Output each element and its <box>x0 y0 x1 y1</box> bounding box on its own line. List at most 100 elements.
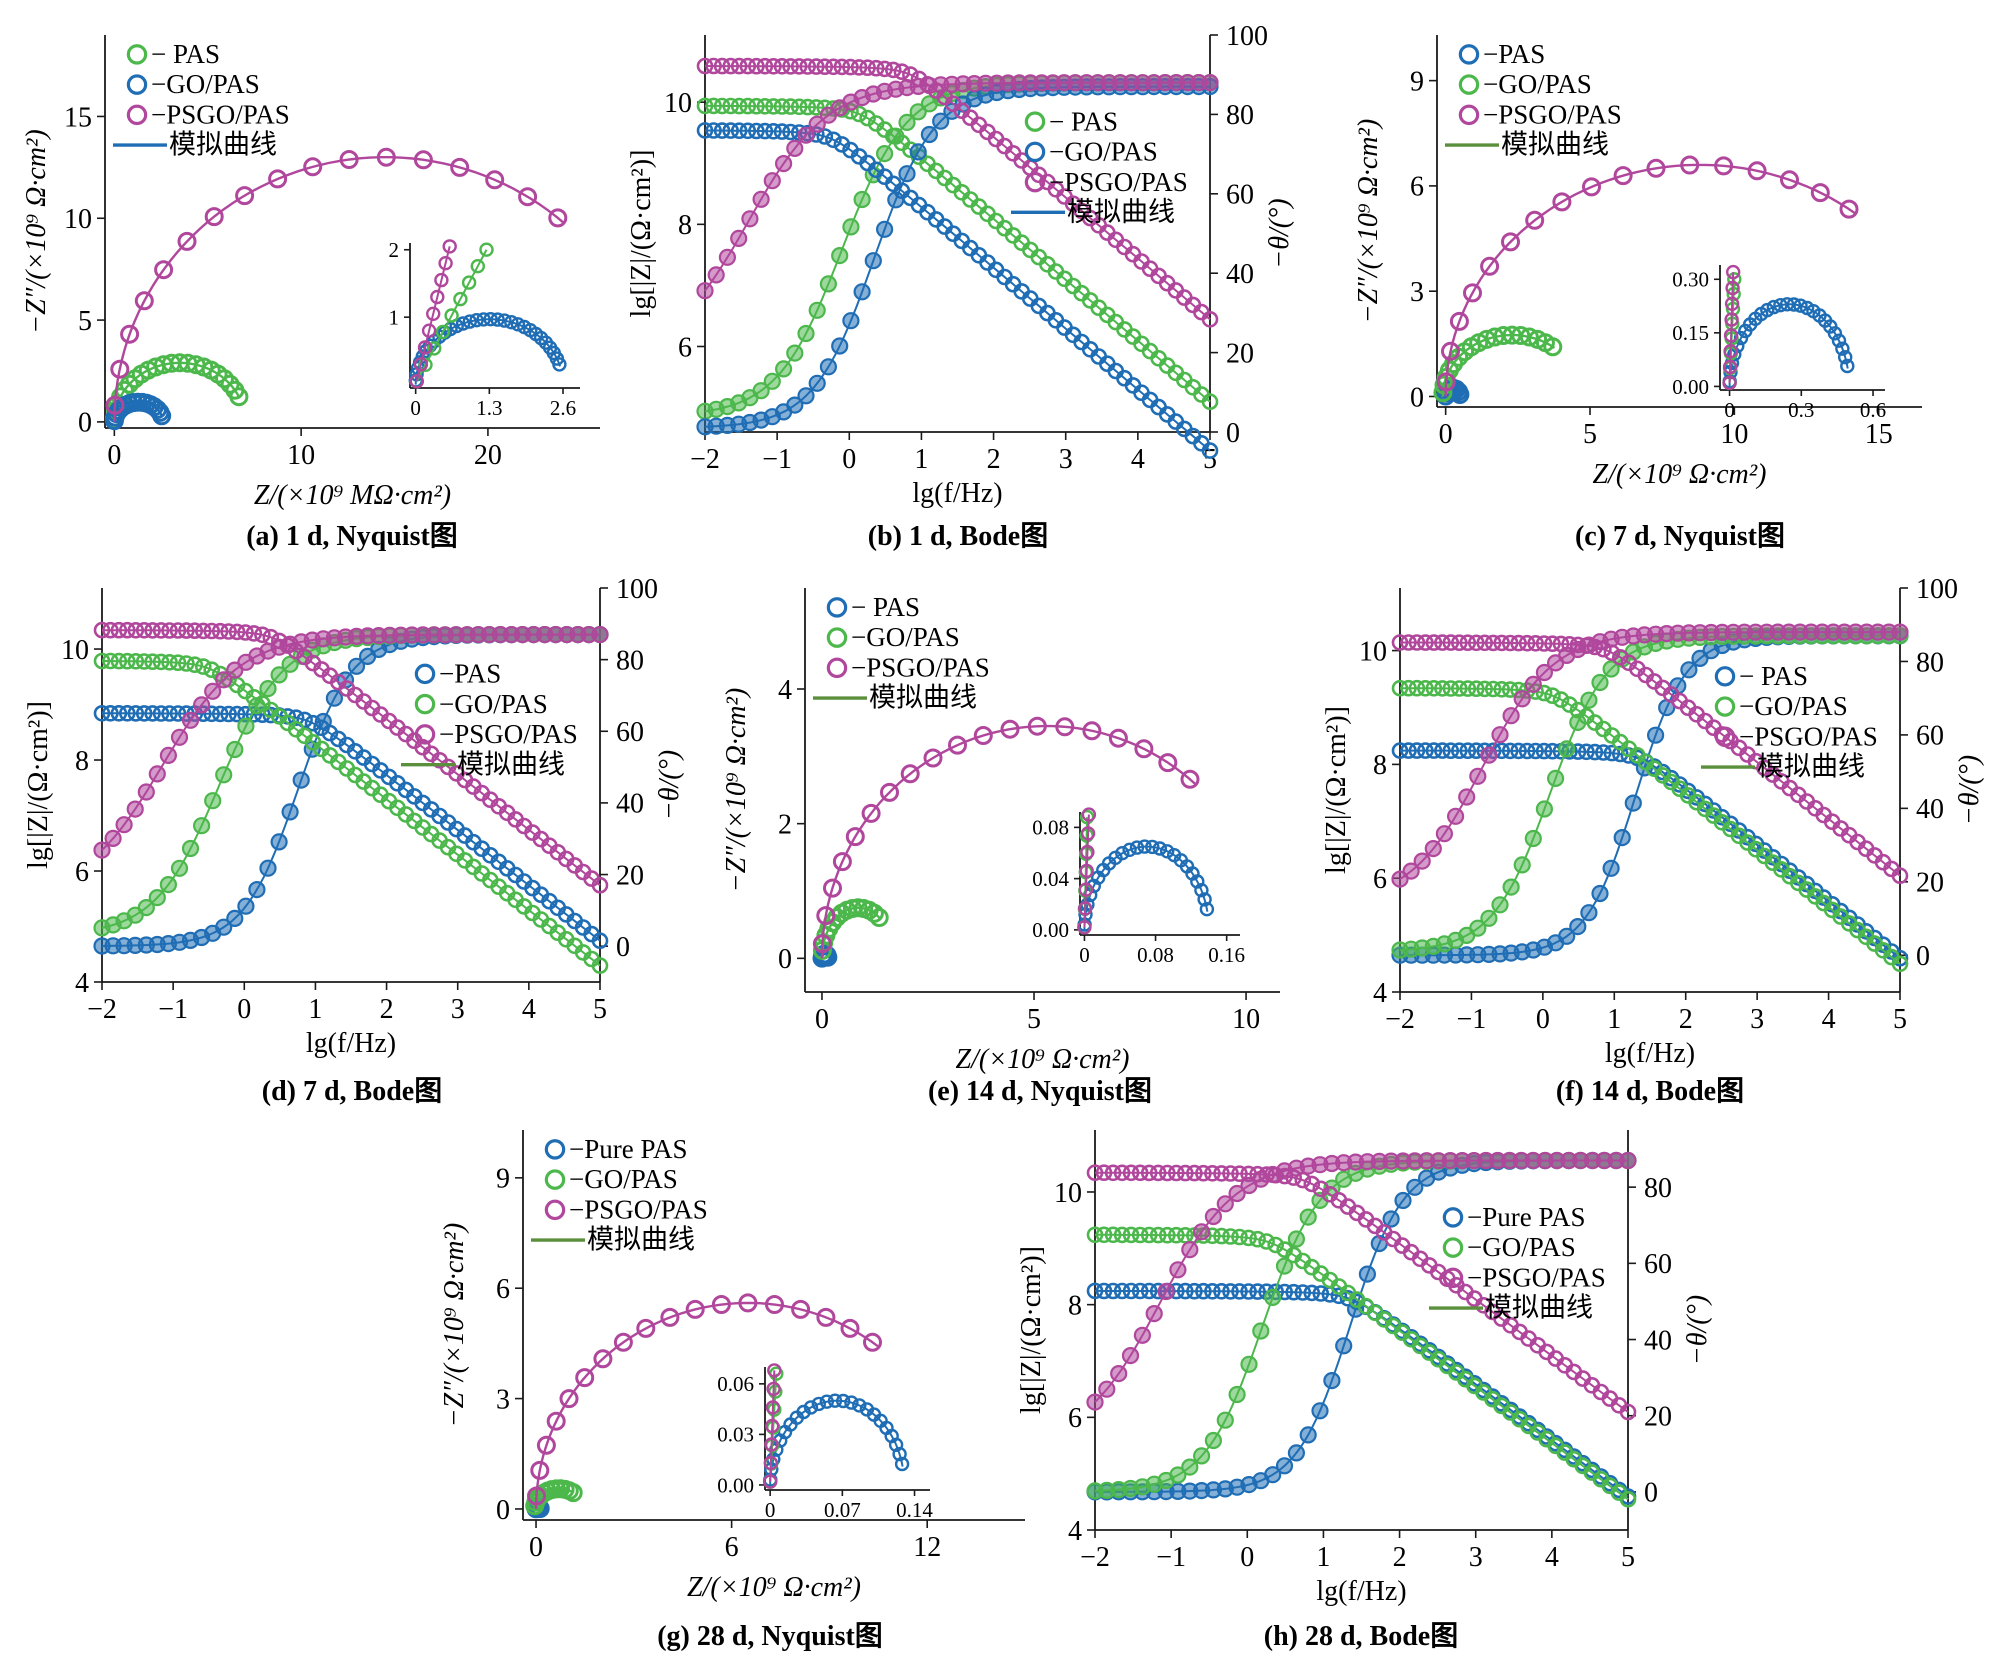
y-tick-label: 0 <box>78 408 92 439</box>
impedance-point <box>1476 680 1493 698</box>
data-point <box>1436 372 1456 392</box>
legend-label: −PAS <box>1483 39 1545 69</box>
data-point <box>1199 902 1215 917</box>
x-tick-label: 0.3 <box>1788 398 1814 422</box>
data-point <box>763 1474 778 1489</box>
data-point <box>1145 839 1160 855</box>
x-tick-label: 10 <box>1720 419 1748 450</box>
impedance-point <box>169 622 187 639</box>
y2-tick-label: 0 <box>616 932 630 963</box>
data-point <box>1839 199 1859 219</box>
x-tick-label: 2.6 <box>550 396 576 420</box>
legend-label: −PSGO/PAS <box>439 719 578 749</box>
impedance-point <box>1095 1164 1113 1181</box>
y-tick-label: 4 <box>778 675 792 706</box>
impedance-point <box>1159 1164 1176 1182</box>
data-point <box>476 312 491 327</box>
data-point <box>812 934 832 954</box>
data-point <box>444 308 459 323</box>
phase-point <box>1240 1355 1258 1373</box>
impedance-point <box>228 705 246 723</box>
x-tick-label: 0 <box>1240 1542 1254 1573</box>
phase-point <box>1216 1195 1234 1213</box>
phase-point <box>1680 661 1698 679</box>
phase-point <box>215 918 233 936</box>
data-point <box>1511 326 1531 345</box>
impedance-point <box>1544 635 1561 653</box>
phase-point <box>1098 1380 1116 1398</box>
inset-e: 0 0.08 0.16 0.00 0.04 0.08 <box>1032 807 1245 967</box>
impedance-point <box>1222 1228 1239 1245</box>
impedance-point <box>127 705 145 722</box>
phase-point <box>1624 794 1642 812</box>
impedance-point <box>119 621 136 639</box>
y-tick-label: 0.06 <box>717 1372 754 1396</box>
phase-point <box>1086 1393 1104 1411</box>
phase-point <box>730 229 748 247</box>
phase-point <box>1275 1257 1294 1275</box>
data-point <box>811 1396 826 1412</box>
x-tick-label: 0 <box>529 1532 543 1563</box>
y-tick-label: 15 <box>64 102 92 133</box>
y-tick-label: 1 <box>389 306 400 330</box>
phase-point <box>159 875 177 894</box>
y-tick-label: 8 <box>1373 750 1387 781</box>
phase-point <box>1252 1322 1270 1340</box>
impedance-point <box>807 99 825 116</box>
data-point <box>1077 920 1092 935</box>
y-tick-label: 10 <box>64 204 92 235</box>
phase-point <box>314 712 332 731</box>
data-point <box>152 406 172 426</box>
fit-curve <box>1083 814 1090 928</box>
impedance-point <box>1544 687 1561 705</box>
phase-point <box>797 324 815 343</box>
data-point <box>235 186 255 206</box>
data-point <box>462 314 477 329</box>
impedance-point <box>1425 634 1443 651</box>
impedance-point <box>591 932 609 950</box>
impedance-point <box>1086 1164 1104 1181</box>
impedance-point <box>876 60 894 78</box>
data-point <box>1027 716 1047 736</box>
y-tick-label: 2 <box>778 809 792 840</box>
legend-marker <box>126 104 148 126</box>
data-point <box>575 1368 595 1388</box>
impedance-point <box>1612 745 1629 763</box>
data-point <box>413 357 429 372</box>
phase-point <box>1558 740 1576 758</box>
phase-point <box>842 312 860 330</box>
impedance-point <box>1425 742 1443 759</box>
phase-point <box>707 266 725 284</box>
impedance-point <box>1201 393 1219 411</box>
y-tick-label: 0 <box>778 944 792 975</box>
x-tick-label: 0 <box>237 994 251 1025</box>
inset-a: 0 1.3 2.6 1 2 <box>389 238 580 420</box>
impedance-point <box>705 57 722 75</box>
impedance-point <box>93 652 111 670</box>
data-point <box>1055 717 1075 737</box>
phase-point <box>1502 878 1520 896</box>
impedance-point <box>1122 1226 1140 1244</box>
data-point <box>1082 721 1102 741</box>
x-axis-label: Z/(×10⁹ MΩ·cm²) <box>254 480 451 511</box>
impedance-point <box>842 58 859 76</box>
y-tick-label: 0.00 <box>1032 918 1069 942</box>
data-point <box>1831 333 1847 348</box>
data-point <box>845 827 865 847</box>
phase-point <box>1192 1223 1211 1241</box>
impedance-point <box>748 122 765 140</box>
y-tick-label: 6 <box>1068 1403 1082 1434</box>
impedance-point <box>254 626 271 644</box>
phase-point <box>797 126 815 144</box>
impedance-point <box>1113 1164 1131 1182</box>
impedance-point <box>790 98 808 116</box>
legend-marker <box>544 1199 566 1221</box>
impedance-point <box>1231 1228 1248 1246</box>
data-point <box>766 1381 781 1397</box>
y-tick-label: 0.08 <box>1032 816 1069 840</box>
impedance-point <box>144 705 161 722</box>
data-point <box>836 1393 851 1409</box>
impedance-point <box>1285 1283 1302 1301</box>
